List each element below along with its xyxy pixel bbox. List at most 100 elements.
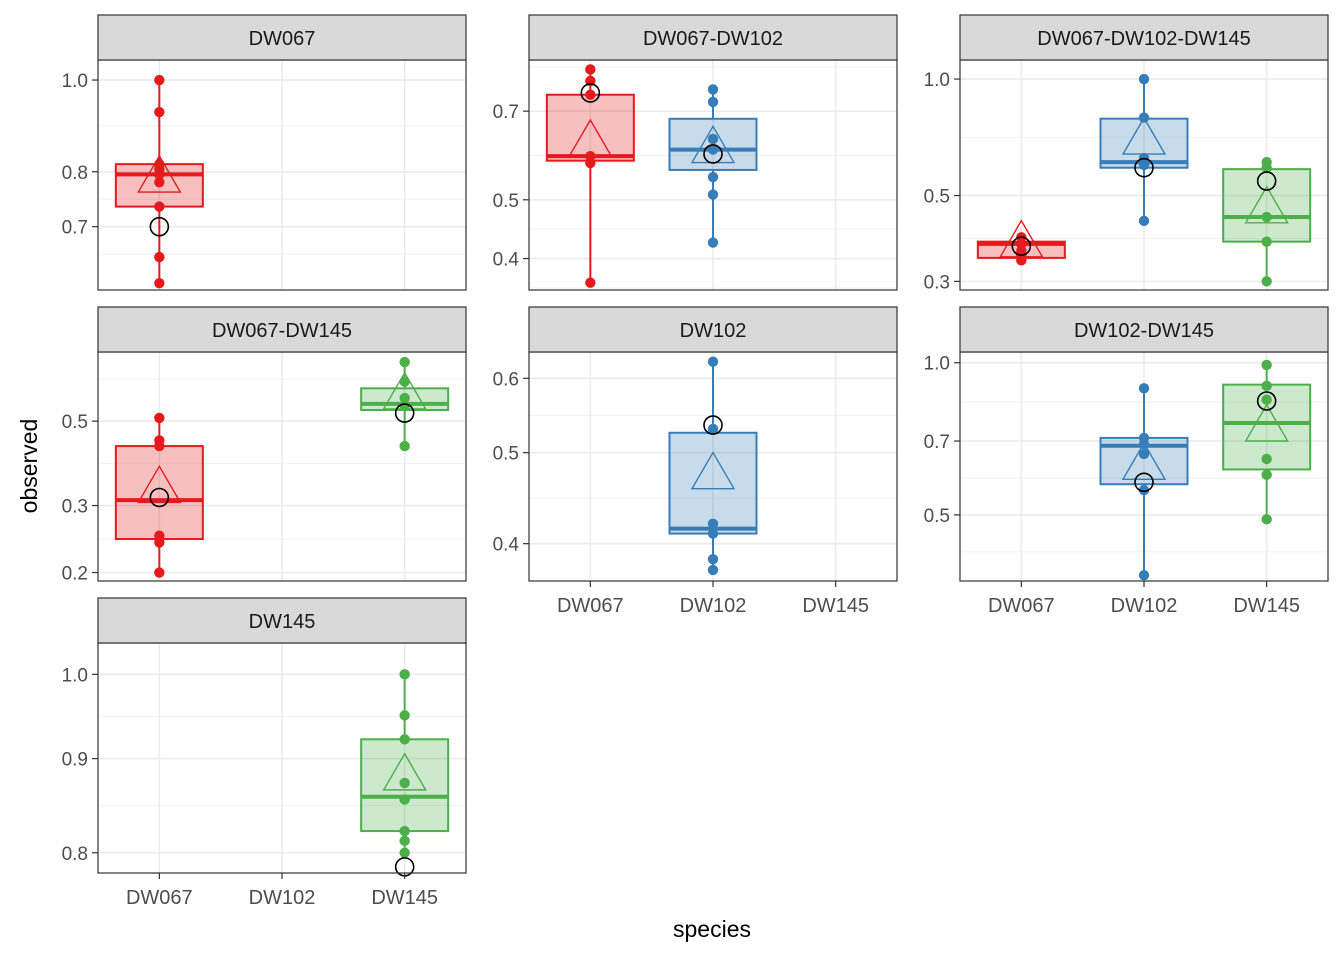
mean-triangle [568, 118, 613, 157]
facet-strip [528, 306, 898, 353]
data-point [399, 847, 410, 858]
data-point [399, 777, 410, 789]
facet-strip-label: DW102-DW145 [1074, 320, 1214, 342]
data-point [154, 537, 165, 548]
facet-strip [959, 306, 1329, 353]
data-point [399, 400, 410, 411]
data-point [1261, 514, 1272, 525]
y-tick-label: 0.2 [62, 564, 88, 585]
mean-triangle [999, 219, 1044, 258]
facet-strip-label: DW067-DW102 [643, 28, 783, 50]
y-tick-label: 1.0 [62, 71, 88, 92]
facet-panel: DW067-DW102 0.4 0.5 0.7 [493, 14, 898, 291]
y-tick-label: 0.9 [62, 750, 88, 771]
box-group-dw102 [668, 356, 758, 576]
data-point [1138, 215, 1150, 227]
mean-triangle [1121, 116, 1167, 155]
box-group-dw145 [360, 669, 450, 877]
reference-circle [580, 83, 601, 103]
y-tick-label: 1.0 [924, 354, 950, 375]
y-tick-label: 0.4 [493, 535, 520, 556]
data-point [399, 710, 410, 721]
box-group-dw067 [114, 412, 204, 578]
y-tick-label: 1.0 [924, 70, 950, 91]
data-point [399, 440, 410, 452]
x-tick-label: DW145 [371, 887, 438, 909]
mean-triangle [1244, 403, 1289, 442]
data-point [154, 201, 165, 212]
facet-strip-label: DW102 [680, 320, 747, 342]
mean-triangle [137, 154, 182, 193]
mean-triangle [690, 451, 736, 490]
y-tick-label: 0.5 [62, 412, 88, 433]
reference-circle [149, 487, 170, 508]
data-point [154, 251, 165, 263]
box-group-dw067 [976, 219, 1066, 266]
data-point [1138, 73, 1150, 85]
data-point [399, 392, 410, 404]
y-tick-label: 0.8 [62, 844, 88, 865]
reference-circle [703, 144, 723, 164]
data-point [154, 74, 165, 86]
data-point [154, 567, 165, 578]
data-point [399, 794, 410, 805]
x-tick-label: DW102 [1111, 595, 1178, 617]
facet-panel: DW102-DW145 0.5 0.7 1.0 DW067 DW102 DW145 [924, 306, 1329, 617]
data-point [399, 835, 410, 847]
mean-triangle [1244, 185, 1289, 224]
reference-circle [1011, 236, 1032, 256]
data-point [707, 237, 719, 248]
data-point [707, 171, 719, 183]
data-point [707, 356, 719, 367]
box-group-dw102 [1099, 383, 1189, 581]
data-point [707, 133, 719, 145]
x-axis-title: species [673, 916, 751, 942]
data-point [1261, 162, 1272, 173]
box-iqr [545, 93, 635, 162]
facet-panel: DW067 0.7 0.8 1.0 [62, 14, 467, 291]
data-point [1138, 383, 1150, 394]
x-tick-label: DW145 [1233, 595, 1300, 617]
box-group-dw145 [1222, 156, 1312, 287]
mean-triangle [382, 752, 427, 791]
y-tick-label: 1.0 [62, 665, 88, 686]
data-point [707, 528, 719, 539]
data-point [399, 356, 410, 368]
y-tick-label: 0.4 [493, 250, 520, 271]
facet-strip [97, 306, 467, 353]
y-tick-label: 0.7 [493, 102, 519, 123]
data-point [707, 144, 719, 155]
y-tick-label: 0.8 [62, 163, 88, 184]
data-point [707, 518, 719, 529]
facet-strip-label: DW067 [249, 28, 316, 50]
x-tick-label: DW102 [680, 595, 747, 617]
box-group-dw067 [114, 74, 204, 289]
facet-strip [528, 14, 898, 61]
data-point [1261, 380, 1272, 392]
data-point [707, 96, 719, 108]
box-iqr [114, 445, 204, 541]
data-point [154, 106, 165, 118]
data-point [154, 169, 165, 180]
reference-circle [1134, 157, 1154, 178]
data-point [1138, 569, 1150, 581]
data-point [1138, 159, 1150, 171]
data-point [707, 564, 719, 576]
data-point [1138, 448, 1150, 460]
y-tick-label: 0.6 [493, 369, 519, 390]
facet-strip [959, 14, 1329, 61]
y-tick-label: 0.5 [493, 191, 519, 212]
mean-triangle [1121, 441, 1167, 480]
data-point [1261, 359, 1272, 371]
data-point [707, 554, 719, 565]
reference-circle [703, 415, 723, 435]
x-tick-label: DW067 [988, 595, 1055, 617]
box-group-dw102 [1099, 73, 1189, 227]
reference-circle [149, 216, 170, 237]
facet-strip-label: DW067-DW145 [212, 320, 352, 342]
data-point [585, 89, 596, 100]
reference-circle [1134, 472, 1154, 493]
data-point [1261, 211, 1272, 223]
data-point [154, 440, 165, 452]
